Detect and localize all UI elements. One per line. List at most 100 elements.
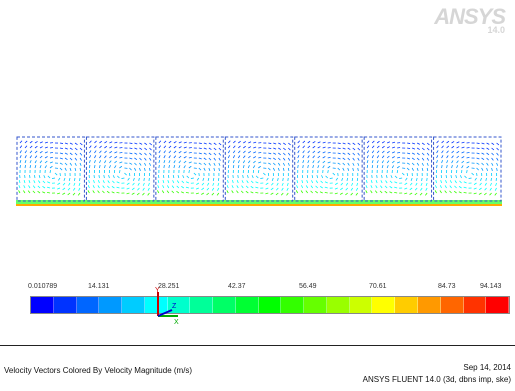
velocity-vector <box>109 160 112 164</box>
velocity-vector <box>396 169 399 174</box>
velocity-vector <box>473 182 477 185</box>
velocity-vector <box>394 191 398 194</box>
velocity-vector <box>461 156 465 159</box>
velocity-vector <box>137 182 140 186</box>
velocity-vector <box>273 157 276 161</box>
velocity-vector <box>282 167 285 171</box>
velocity-vector <box>57 192 61 195</box>
velocity-vector <box>268 162 272 165</box>
velocity-vector <box>79 142 83 146</box>
velocity-vector <box>237 164 240 169</box>
colorbar-label: 42.37 <box>228 283 246 290</box>
velocity-vector <box>117 175 120 179</box>
velocity-vector <box>24 155 27 159</box>
velocity-vector <box>381 145 385 149</box>
velocity-vector <box>391 151 396 154</box>
velocity-vector <box>144 157 147 161</box>
velocity-vector-field[interactable] <box>0 0 515 280</box>
velocity-vector <box>334 192 338 195</box>
velocity-vector <box>286 182 289 186</box>
velocity-vector <box>69 142 73 145</box>
velocity-vector <box>258 152 262 154</box>
velocity-vector <box>297 145 300 149</box>
velocity-vector <box>258 165 261 169</box>
velocity-vector <box>436 164 438 169</box>
velocity-vector <box>278 142 282 145</box>
velocity-vector <box>416 147 420 150</box>
velocity-vector <box>213 147 217 151</box>
colorbar-label: 28.251 <box>158 283 180 290</box>
velocity-vector <box>302 164 304 169</box>
velocity-vector <box>132 177 135 181</box>
velocity-vector <box>92 185 95 189</box>
velocity-vector <box>340 182 344 186</box>
velocity-vector <box>104 141 108 144</box>
velocity-vector <box>297 164 299 169</box>
velocity-vector <box>350 192 354 196</box>
velocity-vector <box>188 152 192 154</box>
velocity-vector <box>374 190 378 194</box>
velocity-vector <box>94 155 97 159</box>
velocity-vector <box>386 141 391 144</box>
velocity-vector <box>49 152 54 154</box>
velocity-vector <box>415 182 418 186</box>
velocity-vector <box>461 146 465 149</box>
velocity-vector <box>485 177 487 182</box>
velocity-vector <box>406 167 410 171</box>
velocity-vector <box>39 150 43 154</box>
velocity-vector <box>355 187 359 191</box>
velocity-vector <box>283 142 286 146</box>
velocity-vector <box>24 164 26 169</box>
velocity-vector <box>370 185 373 189</box>
velocity-vector <box>411 147 416 150</box>
velocity-vector <box>116 186 120 189</box>
velocity-vector <box>202 177 205 181</box>
velocity-vector <box>47 181 51 184</box>
velocity-vector <box>237 155 241 159</box>
velocity-vector <box>461 141 465 144</box>
velocity-vector <box>347 147 351 150</box>
velocity-vector <box>415 177 418 182</box>
velocity-vector <box>399 177 403 179</box>
velocity-vector <box>302 150 305 154</box>
velocity-vector <box>232 164 235 169</box>
velocity-vector <box>258 156 262 159</box>
velocity-vector <box>139 157 142 161</box>
velocity-vector <box>386 146 390 149</box>
velocity-vector <box>97 185 100 189</box>
velocity-vector <box>426 147 430 151</box>
velocity-vector <box>131 192 135 195</box>
velocity-vector <box>119 165 123 169</box>
velocity-vector <box>345 187 349 191</box>
velocity-vector <box>102 180 105 184</box>
velocity-vector <box>297 155 300 159</box>
velocity-vector <box>386 155 390 159</box>
velocity-vector <box>171 190 175 194</box>
velocity-vector <box>441 150 444 154</box>
velocity-vector <box>93 180 95 184</box>
velocity-vector <box>357 157 360 161</box>
velocity-vector <box>144 167 146 171</box>
velocity-vector <box>29 174 31 179</box>
velocity-vector <box>357 167 359 172</box>
velocity-vector <box>481 157 485 161</box>
velocity-vector <box>456 146 460 149</box>
velocity-vector <box>481 162 484 166</box>
velocity-vector <box>421 152 425 156</box>
velocity-vector <box>478 192 482 195</box>
velocity-vector <box>212 182 215 186</box>
velocity-vector <box>366 140 370 144</box>
velocity-vector <box>51 177 56 179</box>
velocity-vector <box>79 152 83 156</box>
velocity-vector <box>258 161 262 164</box>
velocity-vector <box>305 190 309 194</box>
velocity-vector <box>315 185 318 189</box>
velocity-vector <box>67 192 71 196</box>
velocity-vector <box>479 182 482 186</box>
velocity-vector <box>183 151 187 154</box>
velocity-vector <box>268 147 272 150</box>
velocity-vector <box>347 142 351 145</box>
velocity-vector <box>29 155 32 159</box>
velocity-vector <box>394 186 398 189</box>
